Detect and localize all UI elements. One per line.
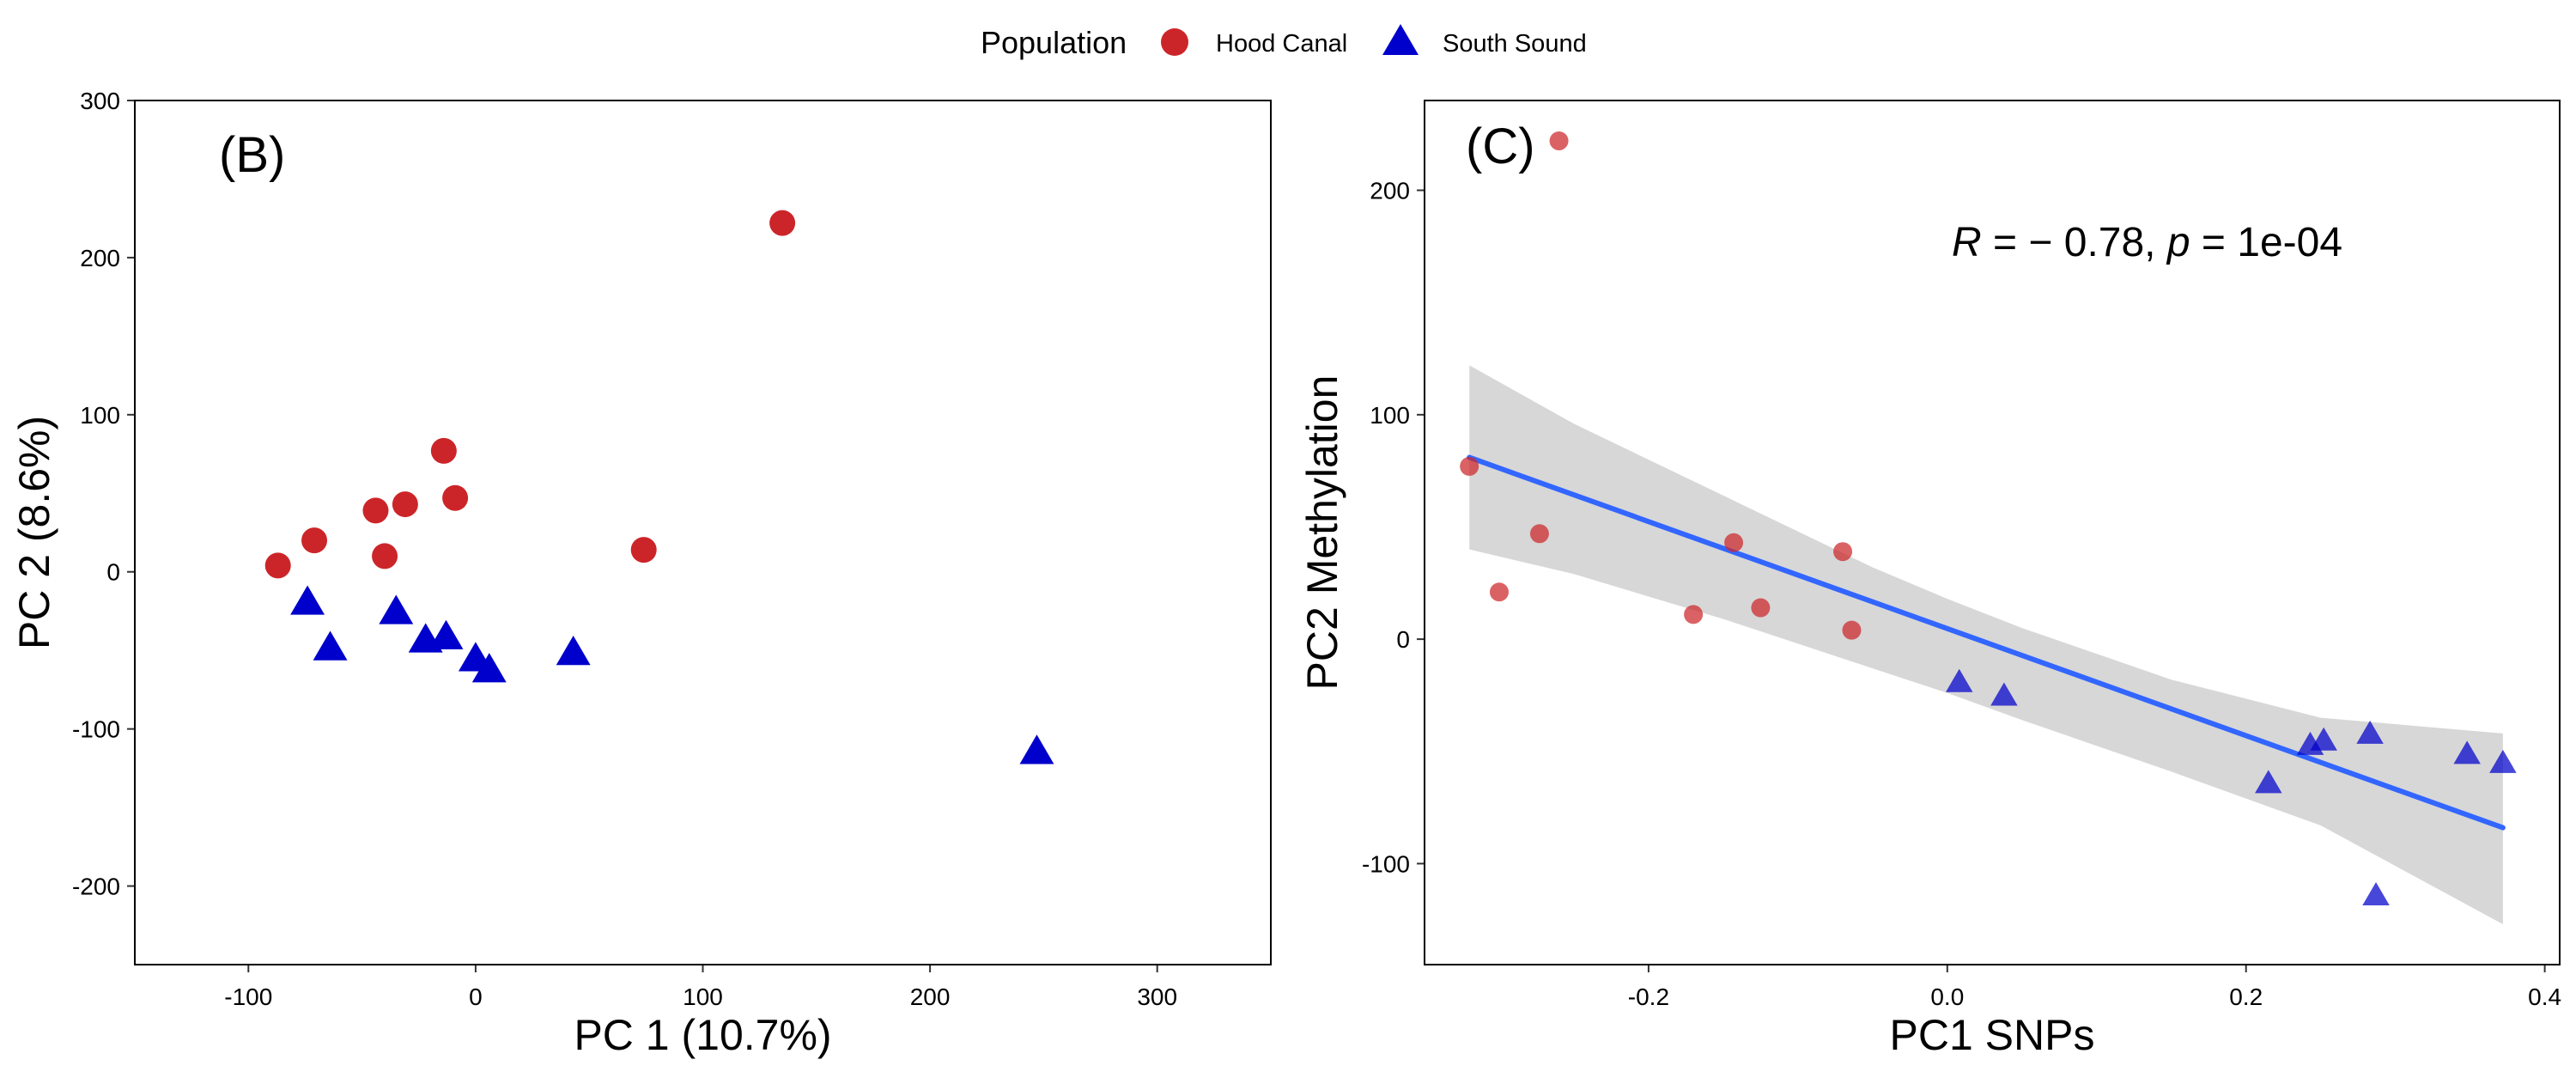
data-point-hood-canal — [630, 537, 657, 563]
x-tick-label: 0.2 — [2229, 984, 2263, 1010]
x-axis-title: PC1 SNPs — [1890, 1011, 2095, 1059]
plot-frame — [134, 100, 1272, 965]
y-tick-label: 0 — [106, 559, 120, 586]
data-point-south-sound — [2255, 770, 2282, 794]
legend-title: Population — [981, 25, 1127, 60]
panel-b: -100 0 100 200 300 -200 -100 0 100 200 300 PC 1 (10… — [10, 88, 1272, 1059]
x-tick-label: 0 — [469, 984, 483, 1010]
data-point-south-sound — [2489, 749, 2517, 773]
y-tick-label: 100 — [80, 402, 120, 429]
data-point-south-sound — [1990, 682, 2018, 706]
data-point-hood-canal — [442, 484, 469, 511]
data-point-hood-canal — [264, 552, 291, 579]
data-point-hood-canal — [1489, 582, 1509, 602]
data-point-hood-canal — [1529, 524, 1549, 544]
data-point-south-sound — [2356, 720, 2384, 744]
y-tick-label: 300 — [80, 88, 120, 114]
data-point-south-sound — [290, 585, 325, 615]
panel-label: (C) — [1466, 119, 1535, 174]
legend: Population Hood Canal South Sound — [981, 24, 1587, 60]
y-tick-label: 200 — [80, 245, 120, 271]
x-tick-label: 200 — [910, 984, 951, 1010]
y-tick-label: 0 — [1396, 626, 1410, 653]
data-point-hood-canal — [372, 543, 398, 569]
data-point-hood-canal — [430, 437, 457, 464]
p-value: = 1e-04 — [2190, 220, 2342, 265]
data-point-south-sound — [471, 653, 507, 683]
legend-key-south-sound — [1382, 24, 1419, 55]
data-point-south-sound — [556, 636, 591, 666]
data-point-south-sound — [1019, 734, 1054, 764]
panel-c: -0.2 0.0 0.2 0.4 -100 0 100 200 PC1 SNPs PC2 Meth… — [1298, 100, 2561, 1059]
x-tick-label: 100 — [683, 984, 723, 1010]
plot-frame — [1424, 100, 2561, 965]
data-point-south-sound — [428, 619, 464, 649]
data-point-hood-canal — [392, 491, 418, 518]
x-tick-label: 0.4 — [2528, 984, 2561, 1010]
data-point-south-sound — [313, 630, 348, 661]
legend-label-hood-canal: Hood Canal — [1216, 30, 1347, 58]
data-point-hood-canal — [1842, 620, 1862, 640]
regression-line — [1467, 454, 2506, 831]
y-tick-label: 100 — [1370, 402, 1410, 429]
data-point-hood-canal — [301, 527, 328, 554]
r-symbol: R — [1952, 220, 1982, 265]
data-point-hood-canal — [1724, 533, 1744, 552]
y-tick-label: -100 — [72, 716, 120, 743]
data-point-south-sound — [2453, 740, 2481, 764]
data-point-hood-canal — [1460, 456, 1479, 476]
y-axis-title: PC2 Methylation — [1298, 375, 1346, 691]
p-symbol: p — [2166, 220, 2190, 265]
data-point-south-sound — [2362, 881, 2390, 905]
y-tick-label: -100 — [1362, 850, 1410, 877]
data-point-south-sound — [2310, 727, 2337, 751]
data-point-hood-canal — [1684, 605, 1704, 624]
r-value: = − 0.78, — [1982, 220, 2167, 265]
legend-label-south-sound: South Sound — [1443, 30, 1587, 58]
y-tick-label: -200 — [72, 874, 120, 900]
y-axis-title: PC 2 (8.6%) — [10, 416, 58, 649]
data-point-hood-canal — [362, 497, 389, 524]
data-point-hood-canal — [769, 210, 796, 236]
correlation-annotation: R = − 0.78, p = 1e-04 — [1952, 220, 2342, 265]
x-axis-title: PC 1 (10.7%) — [574, 1011, 831, 1059]
panel-label: (B) — [219, 127, 285, 183]
data-point-south-sound — [1945, 668, 1973, 692]
x-tick-label: -0.2 — [1628, 984, 1669, 1010]
data-point-hood-canal — [1751, 598, 1771, 618]
x-tick-label: 0.0 — [1930, 984, 1964, 1010]
data-point-hood-canal — [1549, 131, 1569, 151]
legend-key-hood-canal — [1161, 28, 1188, 56]
data-point-south-sound — [379, 594, 414, 624]
x-tick-label: -100 — [224, 984, 272, 1010]
y-tick-label: 200 — [1370, 178, 1410, 204]
x-tick-label: 300 — [1137, 984, 1177, 1010]
data-point-hood-canal — [1833, 542, 1853, 562]
